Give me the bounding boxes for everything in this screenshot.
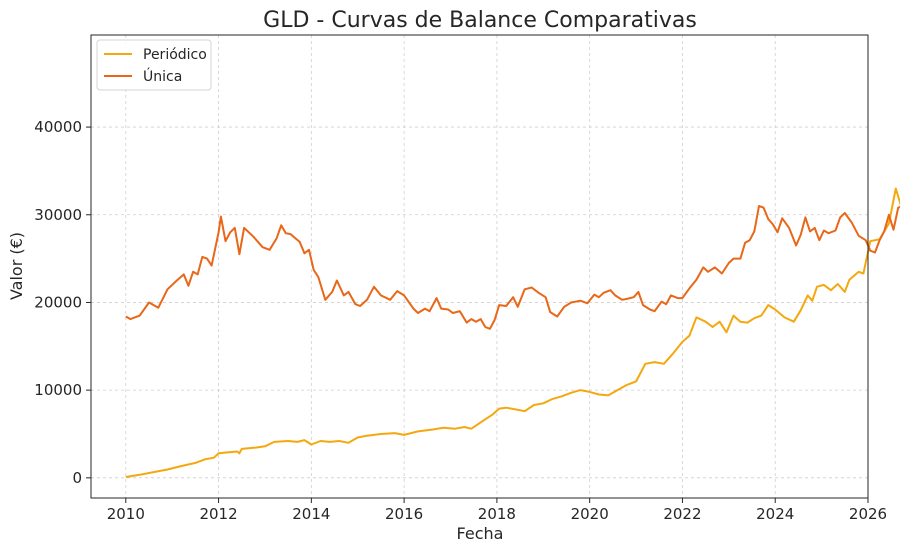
legend-label-unica: Única [143,67,182,85]
y-axis-label: Valor (€) [7,232,26,300]
series-layer [125,187,900,478]
legend-box [96,39,212,91]
y-tick-label: 10000 [34,381,82,399]
y-tick-label: 20000 [34,293,82,311]
series-line-unica [125,205,900,330]
x-tick-label: 2022 [663,505,701,523]
legend-label-periodico: Periódico [143,47,207,63]
series-line-periodico [125,187,900,478]
legend: Periódico Única [96,39,212,91]
x-tick-label: 2024 [756,505,794,523]
grid [91,35,869,498]
x-tick-label: 2020 [571,505,609,523]
y-tick-label: 30000 [34,206,82,224]
x-tick-label: 2018 [478,505,516,523]
axis-ticks: 2010 2012 2014 2016 2018 2020 2022 2024 2026 0 100… [34,118,887,523]
x-tick-label: 2016 [385,505,423,523]
y-tick-label: 0 [72,469,82,487]
x-tick-label: 2012 [199,505,237,523]
y-tick-label: 40000 [34,118,82,136]
x-tick-label: 2014 [292,505,330,523]
chart-title: GLD - Curvas de Balance Comparativas [263,8,697,33]
x-tick-label: 2010 [107,505,145,523]
x-axis-label: Fecha [457,524,504,543]
plot-frame [90,34,869,499]
x-tick-label: 2026 [849,505,887,523]
